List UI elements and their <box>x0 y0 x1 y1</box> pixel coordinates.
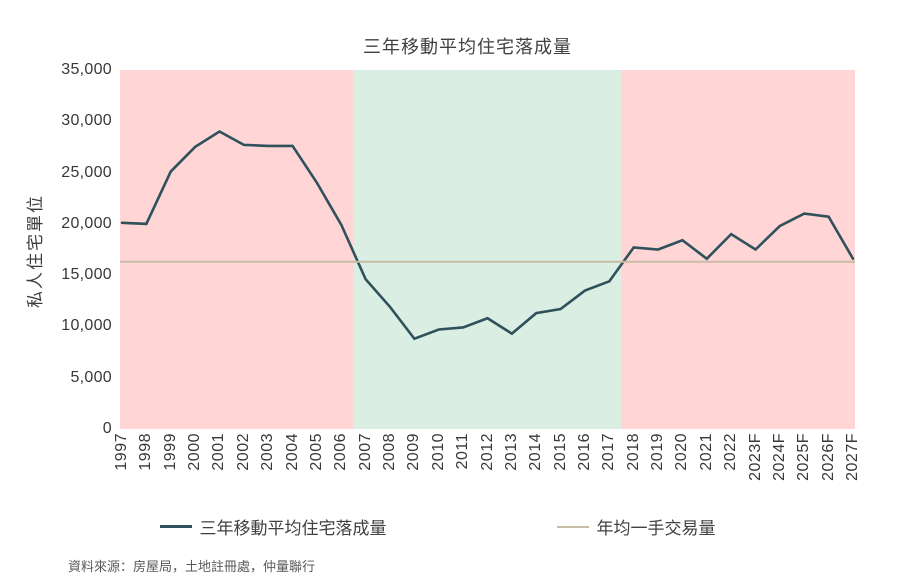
x-tick-label: 2015 <box>551 433 569 471</box>
x-tick-label: 2007 <box>356 433 374 471</box>
x-tick-label: 2025F <box>795 433 813 481</box>
y-tick-label: 5,000 <box>70 368 112 386</box>
legend-item-avg-transactions: 年均一手交易量 <box>556 514 716 539</box>
x-tick-label: 2000 <box>186 433 204 471</box>
x-tick-label: 2021 <box>697 433 715 471</box>
x-tick-label: 1998 <box>137 433 155 471</box>
x-tick-label: 2012 <box>478 433 496 471</box>
y-tick-label: 10,000 <box>61 317 112 335</box>
x-tick-label: 1999 <box>161 433 179 471</box>
x-tick-label: 2009 <box>405 433 423 471</box>
legend: 三年移動平均住宅落成量 年均一手交易量 <box>0 514 875 539</box>
y-tick-label: 15,000 <box>61 266 112 284</box>
x-tick-label: 2026F <box>819 433 837 481</box>
x-tick-label: 2023F <box>746 433 764 481</box>
x-tick-label: 2013 <box>502 433 520 471</box>
x-tick-label: 2010 <box>429 433 447 471</box>
y-tick-label: 25,000 <box>61 163 112 181</box>
background-band <box>120 70 354 429</box>
x-tick-label: 2019 <box>649 433 667 471</box>
x-tick-label: 2004 <box>283 433 301 471</box>
moving-average-line-swatch <box>159 525 192 528</box>
legend-label-moving-average: 三年移動平均住宅落成量 <box>199 519 387 538</box>
x-tick-label: 2005 <box>307 433 325 471</box>
source-note: 資料來源：房屋局，土地註冊處，仲量聯行 <box>68 559 316 574</box>
x-tick-label: 2024F <box>770 433 788 481</box>
y-axis-title: 私人住宅單位 <box>26 194 45 308</box>
x-tick-label: 2008 <box>381 433 399 471</box>
x-tick-label: 2006 <box>332 433 350 471</box>
chart-title: 三年移動平均住宅落成量 <box>363 37 572 57</box>
plot-area <box>120 70 855 429</box>
x-tick-label: 2001 <box>210 433 228 471</box>
x-tick-label: 2027F <box>844 433 861 481</box>
y-tick-label: 30,000 <box>61 112 112 130</box>
x-tick-label: 2018 <box>624 433 642 471</box>
y-tick-label: 35,000 <box>61 61 112 78</box>
x-tick-label: 2014 <box>527 433 545 471</box>
x-tick-label: 2016 <box>575 433 593 471</box>
x-tick-label: 2017 <box>600 433 618 471</box>
avg-transactions-line-swatch <box>556 525 589 528</box>
x-tick-label: 2011 <box>454 433 472 470</box>
x-tick-label: 2020 <box>673 433 691 471</box>
legend-label-avg-transactions: 年均一手交易量 <box>596 519 716 538</box>
y-tick-label: 20,000 <box>61 214 112 232</box>
y-tick-label: 0 <box>102 420 112 437</box>
background-band <box>353 70 622 429</box>
x-tick-label: 2002 <box>234 433 252 471</box>
moving-average-line <box>120 130 855 341</box>
legend-item-moving-average: 三年移動平均住宅落成量 <box>159 514 387 539</box>
x-tick-label: 2022 <box>722 433 740 471</box>
x-tick-label: 1997 <box>113 433 130 471</box>
x-tick-label: 2003 <box>259 433 277 471</box>
